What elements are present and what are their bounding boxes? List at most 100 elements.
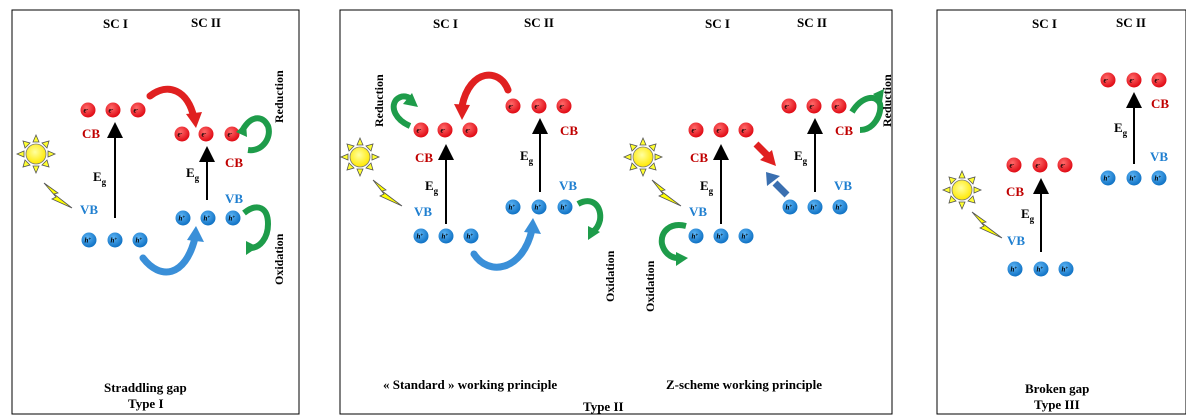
hole-icon: h+ bbox=[782, 199, 798, 215]
sun-icon bbox=[941, 169, 983, 211]
lightning-bolt-icon bbox=[971, 211, 1003, 239]
svg-text:e-: e- bbox=[785, 103, 790, 111]
svg-text:h+: h+ bbox=[742, 233, 749, 241]
electron-icon: e- bbox=[531, 98, 547, 114]
sun-icon bbox=[15, 133, 57, 175]
svg-text:h+: h+ bbox=[1104, 175, 1111, 183]
electron-icon: e- bbox=[413, 122, 429, 138]
svg-text:e-: e- bbox=[466, 127, 471, 135]
oxidation-label: Oxidation bbox=[272, 233, 286, 285]
svg-text:h+: h+ bbox=[1130, 175, 1137, 183]
hole-icon: h+ bbox=[531, 199, 547, 215]
sc2-electrons-type3: e- e- e- bbox=[1100, 72, 1167, 88]
electron-icon: e- bbox=[437, 122, 453, 138]
sc1-cb-label: CB bbox=[82, 126, 100, 141]
z-reduction-arrowhead bbox=[873, 89, 884, 102]
sc2-electrons: e- e- e- bbox=[174, 126, 240, 142]
caption-type-3: Type III bbox=[1034, 397, 1080, 412]
z-sc1-header: SC I bbox=[705, 16, 730, 31]
hole-icon: h+ bbox=[413, 228, 429, 244]
sc2-cb-label: CB bbox=[225, 155, 243, 170]
svg-text:e-: e- bbox=[560, 103, 565, 111]
std-reduction-label: Reduction bbox=[372, 74, 386, 127]
electron-transfer-arrow bbox=[146, 85, 198, 122]
svg-text:e-: e- bbox=[810, 103, 815, 111]
std-sc2-header: SC II bbox=[524, 15, 554, 30]
sc2-header: SC II bbox=[191, 15, 221, 30]
sc2-vb-label-type3: VB bbox=[1150, 149, 1168, 164]
electron-icon: e- bbox=[688, 122, 704, 138]
hole-icon: h+ bbox=[81, 232, 97, 248]
electron-icon: e- bbox=[806, 98, 822, 114]
svg-text:e-: e- bbox=[1036, 162, 1041, 170]
electron-icon: e- bbox=[713, 122, 729, 138]
svg-text:h+: h+ bbox=[1062, 266, 1069, 274]
caption-standard-principle: « Standard » working principle bbox=[383, 377, 557, 392]
svg-text:h+: h+ bbox=[111, 237, 118, 245]
hole-icon: h+ bbox=[132, 232, 148, 248]
std-sc1-electrons: e- e- e- bbox=[413, 122, 478, 138]
caption-straddling-gap: Straddling gap bbox=[104, 380, 187, 395]
std-sc2-eg-label: Eg bbox=[520, 148, 534, 166]
caption-z-scheme-principle: Z-scheme working principle bbox=[666, 377, 822, 392]
electron-icon: e- bbox=[462, 122, 478, 138]
svg-text:e-: e- bbox=[109, 107, 114, 115]
z-electron-recombination-arrowhead bbox=[760, 150, 776, 166]
svg-text:e-: e- bbox=[228, 131, 233, 139]
sc2-cb-label-type3: CB bbox=[1151, 96, 1169, 111]
std-oxidation-arrowhead bbox=[588, 226, 600, 240]
svg-text:e-: e- bbox=[202, 131, 207, 139]
svg-text:e-: e- bbox=[1130, 77, 1135, 85]
electron-icon: e- bbox=[1100, 72, 1116, 88]
electron-transfer-arrowhead bbox=[186, 112, 202, 128]
hole-icon: h+ bbox=[463, 228, 479, 244]
hole-icon: h+ bbox=[1058, 261, 1074, 277]
oxidation-arrow bbox=[242, 204, 272, 251]
sun-icon bbox=[622, 136, 664, 178]
electron-icon: e- bbox=[105, 102, 121, 118]
svg-text:h+: h+ bbox=[467, 233, 474, 241]
z-sc1-vb-label: VB bbox=[689, 204, 707, 219]
std-oxidation-label: Oxidation bbox=[603, 250, 617, 302]
electron-icon: e- bbox=[1126, 72, 1142, 88]
svg-text:h+: h+ bbox=[229, 215, 236, 223]
hole-icon: h+ bbox=[688, 228, 704, 244]
sc1-electrons: e- e- e- bbox=[80, 102, 146, 118]
z-sc2-cb-label: CB bbox=[835, 123, 853, 138]
hole-icon: h+ bbox=[557, 199, 573, 215]
svg-text:h+: h+ bbox=[561, 204, 568, 212]
panel-type-2: SC I SC II e- e- e- CB Eg VB h+ h+ h+ e-… bbox=[339, 15, 894, 414]
z-sc2-holes: h+ h+ h+ bbox=[782, 199, 848, 215]
electron-icon: e- bbox=[80, 102, 96, 118]
std-sc2-holes: h+ h+ h+ bbox=[505, 199, 573, 215]
std-sc1-cb-label: CB bbox=[415, 150, 433, 165]
sc2-eg-label-type3: Eg bbox=[1114, 120, 1128, 138]
hole-icon: h+ bbox=[738, 228, 754, 244]
electron-icon: e- bbox=[130, 102, 146, 118]
sc1-holes: h+ h+ h+ bbox=[81, 232, 148, 248]
z-sc1-eg-label: Eg bbox=[700, 178, 714, 196]
panel-type-1: SC I SC II e- e- e- CB Eg VB h+ h+ h+ e-… bbox=[15, 15, 286, 411]
svg-text:e-: e- bbox=[84, 107, 89, 115]
oxidation-arrowhead bbox=[246, 241, 258, 255]
std-sc1-header: SC I bbox=[433, 16, 458, 31]
hole-icon: h+ bbox=[1100, 170, 1116, 186]
electron-icon: e- bbox=[174, 126, 190, 142]
panel-type-1-frame bbox=[11, 9, 300, 415]
svg-text:e-: e- bbox=[1061, 162, 1066, 170]
svg-text:h+: h+ bbox=[535, 204, 542, 212]
lightning-bolt-icon bbox=[651, 179, 682, 207]
panel-type-3-frame bbox=[936, 9, 1186, 415]
svg-text:h+: h+ bbox=[417, 233, 424, 241]
svg-text:e-: e- bbox=[417, 127, 422, 135]
std-sc2-electrons: e- e- e- bbox=[505, 98, 572, 114]
z-sc1-holes: h+ h+ h+ bbox=[688, 228, 754, 244]
electron-icon: e- bbox=[1006, 157, 1022, 173]
hole-transfer-arrow bbox=[139, 234, 199, 276]
z-sc2-electrons: e- e- e- bbox=[781, 98, 847, 114]
hole-icon: h+ bbox=[1033, 261, 1049, 277]
svg-text:h+: h+ bbox=[509, 204, 516, 212]
caption-broken-gap: Broken gap bbox=[1025, 381, 1089, 396]
svg-text:h+: h+ bbox=[811, 204, 818, 212]
